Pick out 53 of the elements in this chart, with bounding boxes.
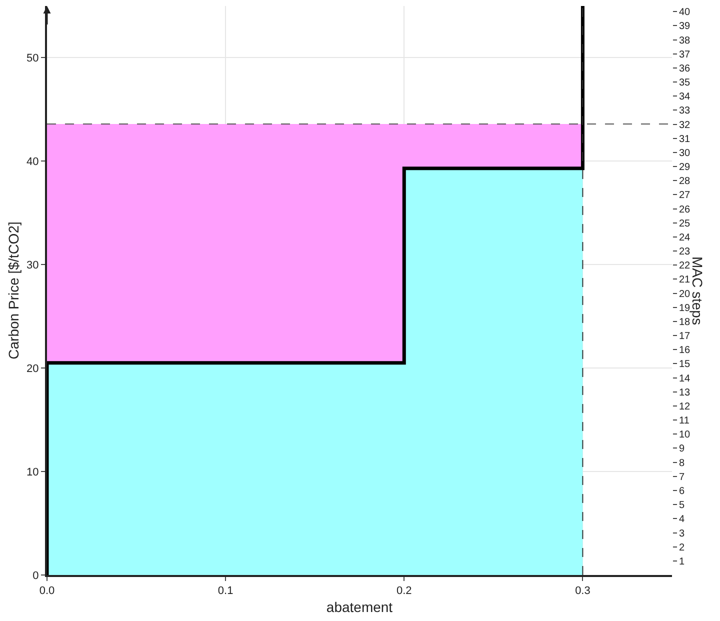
y2-tick-label: 38	[679, 35, 691, 46]
y2-tick-label: 9	[679, 444, 685, 455]
y-tick-label: 30	[26, 259, 39, 272]
y2-tick-label: 20	[679, 288, 691, 300]
y2-tick-label: 12	[679, 401, 691, 412]
y-tick-label: 50	[26, 52, 39, 65]
y2-tick-label: 19	[679, 302, 691, 314]
y2-tick-label: 33	[679, 106, 691, 117]
y2-tick-label: 6	[679, 486, 685, 497]
y-axis-title: Carbon Price [$/tCO2]	[6, 222, 22, 360]
x-tick-label: 0.0	[39, 585, 55, 598]
y2-tick-label: 34	[679, 92, 691, 103]
y2-tick-label: 18	[679, 316, 691, 328]
y2-tick-label: 31	[679, 134, 691, 145]
y2-tick-label: 35	[679, 78, 691, 89]
y2-tick-label: 28	[679, 176, 691, 188]
y2-tick-label: 7	[679, 472, 685, 483]
y2-tick-label: 2	[679, 542, 685, 554]
y2-tick-label: 13	[679, 387, 691, 398]
y2-tick-label: 40	[679, 7, 691, 18]
y2-tick-label: 11	[679, 416, 690, 427]
y-tick-label: 0	[32, 570, 39, 582]
y2-tick-label: 22	[679, 260, 691, 272]
y-tick-label: 20	[26, 362, 39, 375]
y2-tick-label: 26	[679, 204, 691, 216]
x-tick-label: 0.1	[218, 585, 234, 598]
y2-tick-label: 10	[679, 430, 691, 441]
y2-tick-label: 25	[679, 218, 691, 230]
y2-tick-label: 29	[679, 162, 691, 174]
y2-tick-label: 37	[679, 49, 691, 60]
y2-tick-label: 21	[679, 274, 691, 286]
x-axis-title: abatement	[326, 599, 393, 615]
y-tick-label: 40	[26, 156, 39, 168]
y2-tick-label: 8	[679, 458, 685, 469]
y-tick-label: 10	[26, 466, 39, 478]
y2-tick-label: 3	[679, 528, 685, 540]
y2-tick-label: 1	[679, 556, 685, 568]
y2-tick-label: 23	[679, 246, 691, 258]
y2-tick-label: 5	[679, 500, 685, 512]
y2-axis-title: MAC steps	[690, 256, 706, 325]
y2-tick-label: 39	[679, 21, 691, 32]
y2-tick-label: 24	[679, 232, 691, 244]
y2-tick-label: 36	[679, 63, 691, 74]
y2-tick-label: 32	[679, 120, 691, 131]
y2-tick-label: 27	[679, 190, 691, 202]
y2-tick-label: 30	[679, 148, 691, 159]
x-tick-label: 0.2	[396, 585, 412, 598]
x-tick-label: 0.3	[575, 585, 590, 598]
y2-tick-label: 15	[679, 359, 691, 370]
y2-tick-label: 4	[679, 514, 685, 526]
y2-tick-label: 16	[679, 345, 691, 356]
y2-tick-label: 17	[679, 331, 691, 342]
y2-tick-label: 14	[679, 373, 691, 384]
